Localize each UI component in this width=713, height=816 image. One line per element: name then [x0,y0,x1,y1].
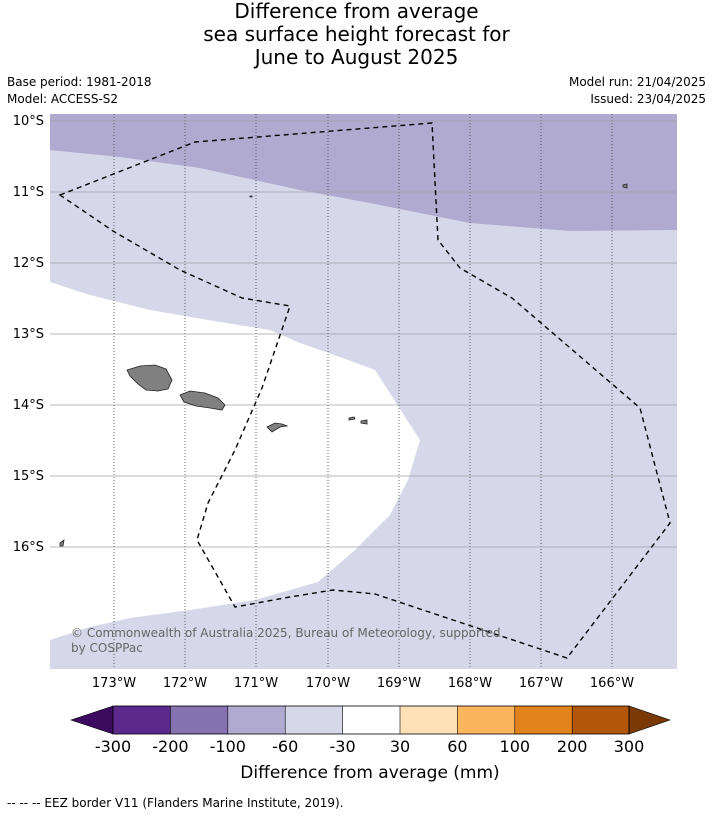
lat-tick-12s: 12°S [13,256,44,271]
title-line-1: Difference from average [234,0,479,23]
cb-tick-5: 30 [390,737,410,756]
lon-tick-173w: 173°W [92,676,136,691]
meta-right: Model run: 21/04/2025 Issued: 23/04/2025 [569,74,706,108]
meta-left: Base period: 1981-2018 Model: ACCESS-S2 [7,74,152,108]
lon-tick-169w: 169°W [377,676,421,691]
islet-small [249,195,253,198]
colorbar-swatch-8 [514,706,573,734]
cb-tick-1: -200 [152,737,188,756]
lon-gridlines [113,114,613,669]
model-name: Model: ACCESS-S2 [7,92,119,106]
colorbar-swatch-1 [113,706,171,734]
lon-tick-labels: 173°W 172°W 171°W 170°W 169°W 168°W 167°… [92,676,634,691]
colorbar-swatch-2 [170,706,228,734]
lat-tick-16s: 16°S [13,540,44,555]
island-ofu [348,416,356,421]
cb-tick-4: -30 [330,737,356,756]
land-masses [59,183,628,547]
island-swains [622,183,628,189]
lat-tick-13s: 13°S [13,327,44,342]
island-savaii [126,364,173,392]
lat-tick-15s: 15°S [13,469,44,484]
island-tau [360,419,368,425]
cb-tick-2: -100 [210,737,246,756]
colorbar-swatch-9 [572,706,629,734]
lat-tick-11s: 11°S [13,185,44,200]
colorbar-swatch-4 [285,706,343,734]
colorbar: -300 -200 -100 -60 -30 30 60 100 200 300… [70,705,671,783]
lon-tick-168w: 168°W [448,676,492,691]
lon-tick-172w: 172°W [163,676,207,691]
lon-tick-171w: 171°W [234,676,278,691]
colorbar-swatch-3 [227,706,286,734]
colorbar-extend-high [628,705,671,735]
colorbar-swatch-7 [457,706,515,734]
model-run: Model run: 21/04/2025 [568,75,706,89]
title-line-3: June to August 2025 [254,45,459,69]
copyright-notice: © Commonwealth of Australia 2025, Bureau… [71,626,501,655]
cb-tick-8: 200 [557,737,588,756]
island-tutuila [266,422,289,433]
lon-tick-170w: 170°W [306,676,350,691]
colorbar-dividers [170,706,573,734]
title-line-2: sea surface height forecast for [203,22,510,46]
island-upolu [179,390,226,411]
lat-tick-labels: 10°S 11°S 12°S 13°S 14°S 15°S 16°S [13,114,44,555]
eez-boundary-line [58,122,671,659]
map-area [50,114,677,669]
colorbar-tick-labels: -300 -200 -100 -60 -30 30 60 100 200 300 [95,737,644,756]
cb-tick-3: -60 [272,737,298,756]
band-minus100-minus60 [50,114,677,231]
colorbar-title: Difference from average (mm) [240,763,499,783]
cb-tick-6: 60 [447,737,467,756]
eez-footnote: -- -- -- EEZ border V11 (Flanders Marine… [7,796,344,810]
issued-date: Issued: 23/04/2025 [590,92,706,106]
colorbar-swatch-5 [342,706,400,734]
lon-tick-167w: 167°W [519,676,563,691]
eez-borders [58,122,671,659]
colorbar-extend-low [70,705,114,735]
map-title: Difference from average sea surface heig… [0,0,713,69]
cb-tick-9: 300 [614,737,645,756]
lat-tick-14s: 14°S [13,398,44,413]
lat-gridlines [50,120,677,548]
base-period: Base period: 1981-2018 [7,75,152,89]
cb-tick-7: 100 [500,737,531,756]
island-west [59,539,65,547]
colorbar-outline [112,705,630,735]
colorbar-swatch-6 [400,706,458,734]
cb-tick-0: -300 [95,737,131,756]
lat-tick-10s: 10°S [13,114,44,129]
lon-tick-166w: 166°W [590,676,634,691]
